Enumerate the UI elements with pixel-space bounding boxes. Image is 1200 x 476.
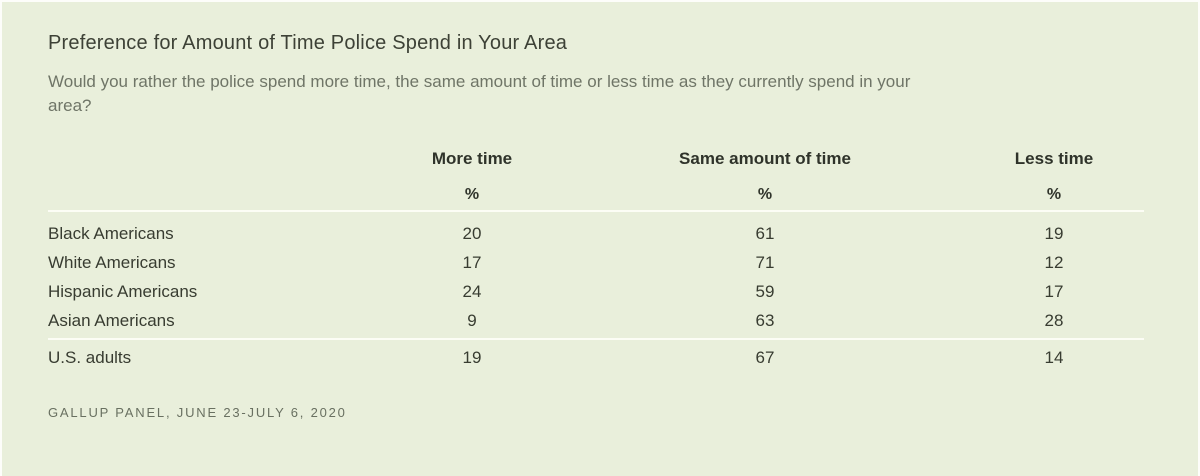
row-label: Black Americans xyxy=(48,224,174,243)
table-row: Asian Americans 9 63 28 xyxy=(48,306,1144,335)
empty-header-cell xyxy=(48,144,378,174)
cell-value: 14 xyxy=(1044,348,1064,367)
cell-value: 17 xyxy=(462,253,482,272)
cell-value: 59 xyxy=(755,282,775,301)
table-row: Black Americans 20 61 19 xyxy=(48,219,1144,248)
data-table: More time Same amount of time Less time … xyxy=(48,144,1144,373)
row-label: White Americans xyxy=(48,253,176,272)
cell-value: 24 xyxy=(462,282,482,301)
column-header-more-time: More time xyxy=(431,149,513,168)
cell-value: 20 xyxy=(462,224,482,243)
table-body: Black Americans 20 61 19 White Americans… xyxy=(48,212,1144,338)
column-header-less-time: Less time xyxy=(1014,149,1094,168)
source-note: GALLUP PANEL, JUNE 23-JULY 6, 2020 xyxy=(48,405,347,420)
table-header-row: More time Same amount of time Less time xyxy=(48,144,1144,174)
table-row: Hispanic Americans 24 59 17 xyxy=(48,277,1144,306)
table-row: White Americans 17 71 12 xyxy=(48,248,1144,277)
unit-percent: % xyxy=(464,186,480,203)
row-label: Asian Americans xyxy=(48,311,175,330)
empty-unit-cell xyxy=(48,174,378,216)
column-header-same-amount: Same amount of time xyxy=(679,149,851,168)
row-label: U.S. adults xyxy=(48,348,132,367)
divider xyxy=(48,338,1144,340)
cell-value: 12 xyxy=(1044,253,1064,272)
cell-value: 9 xyxy=(467,311,477,330)
chart-title: Preference for Amount of Time Police Spe… xyxy=(48,32,568,54)
unit-row: % % % xyxy=(48,174,1144,210)
cell-value: 63 xyxy=(755,311,775,330)
cell-value: 67 xyxy=(755,348,775,367)
cell-value: 28 xyxy=(1044,311,1064,330)
unit-percent: % xyxy=(757,186,773,203)
cell-value: 19 xyxy=(1044,224,1064,243)
row-label: Hispanic Americans xyxy=(48,282,198,301)
cell-value: 19 xyxy=(462,348,482,367)
cell-value: 17 xyxy=(1044,282,1064,301)
unit-percent: % xyxy=(1046,186,1062,203)
cell-value: 71 xyxy=(755,253,775,272)
chart-subtitle: Would you rather the police spend more t… xyxy=(48,72,911,115)
summary-row: U.S. adults 19 67 14 xyxy=(48,340,1144,373)
cell-value: 61 xyxy=(755,224,775,243)
divider xyxy=(48,210,1144,212)
